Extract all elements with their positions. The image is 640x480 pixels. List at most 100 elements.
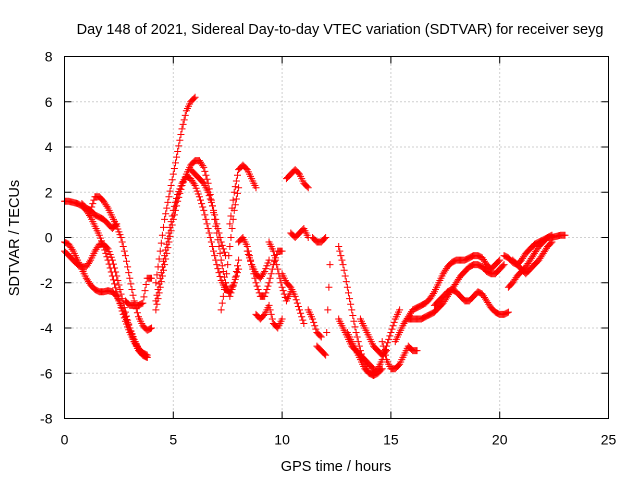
data-point [235,256,243,264]
data-point [217,306,225,314]
data-point [226,220,234,228]
data-point [379,342,387,350]
data-point [321,350,329,358]
data-point [232,272,240,280]
data-point [222,279,230,287]
data-point [181,111,189,119]
data-point [161,215,169,223]
data-point [153,291,161,299]
series-arc-32 [504,231,556,291]
data-point [116,286,124,294]
data-point [215,229,223,237]
series-arc-11 [217,184,243,314]
data-point [128,331,136,339]
data-point [252,279,260,287]
data-point [413,347,421,355]
data-point [254,286,262,294]
data-point [179,120,187,128]
y-tick-label: 0 [45,230,53,246]
x-tick-label: 0 [61,432,69,448]
data-point [303,183,311,191]
data-point [155,280,163,288]
data-point [212,256,220,264]
data-point [140,293,148,301]
data-point [171,159,179,167]
data-point [208,202,216,210]
data-point [296,306,304,314]
chart-title: Day 148 of 2021, Sidereal Day-to-day VTE… [77,22,604,38]
x-tick-label: 20 [492,432,508,448]
data-point [164,198,172,206]
data-point [235,265,243,273]
series-arc-33 [509,238,556,278]
data-point [270,252,278,260]
data-point [160,223,168,231]
series-arc-22 [313,261,334,359]
data-point [169,206,177,214]
series-arc-23 [335,243,404,377]
data-point [102,249,110,257]
y-tick-label: -8 [40,411,53,427]
data-point [495,257,503,265]
data-point [226,243,234,251]
y-axis-label: SDTVAR / TECUs [7,180,23,296]
data-point [216,273,224,281]
data-point [337,252,345,260]
data-point [220,248,228,256]
data-point [173,153,181,161]
series-arc-14 [243,247,273,282]
data-point [273,261,281,269]
data-point [223,270,231,278]
y-tick-label: -6 [40,365,53,381]
series-arc-10 [187,166,230,260]
data-point [175,142,183,150]
data-point [199,203,207,211]
data-point [272,256,280,264]
data-point [265,301,273,309]
data-point [203,175,211,183]
data-point [548,238,556,246]
data-point [152,306,160,314]
data-point [173,194,181,202]
data-point [162,246,170,254]
series-arc-17 [278,270,308,327]
data-point [103,244,111,252]
data-point [220,286,228,294]
data-point [89,200,97,208]
series-arc-20 [304,306,325,341]
data-point [496,256,504,264]
series-arc-29 [404,261,508,323]
data-point [218,299,226,307]
data-point [167,181,175,189]
data-point [231,201,239,209]
data-points [61,93,569,380]
data-point [504,308,512,316]
plot-frame [64,56,609,419]
data-point [548,231,556,239]
data-point [126,324,134,332]
data-point [126,274,134,282]
data-point [278,283,286,291]
data-point [206,234,214,241]
data-point [142,280,150,288]
data-point [123,257,131,265]
data-point [228,204,236,212]
x-tick-label: 15 [383,432,399,448]
series-arc-6 [121,274,156,309]
series-arc-8 [152,172,243,305]
data-point [208,243,216,251]
data-point [120,304,128,312]
x-tick-labels: 0 5 10 15 20 25 [61,432,617,448]
data-point [218,262,226,270]
data-point [178,125,186,133]
data-point [108,256,116,264]
data-point [547,232,555,240]
data-point [298,313,306,321]
series-arc-3 [61,240,151,361]
data-point [269,247,277,255]
data-point [215,243,223,251]
data-point [291,292,299,300]
data-point [245,254,253,262]
data-point [304,184,312,192]
data-point [190,180,198,188]
